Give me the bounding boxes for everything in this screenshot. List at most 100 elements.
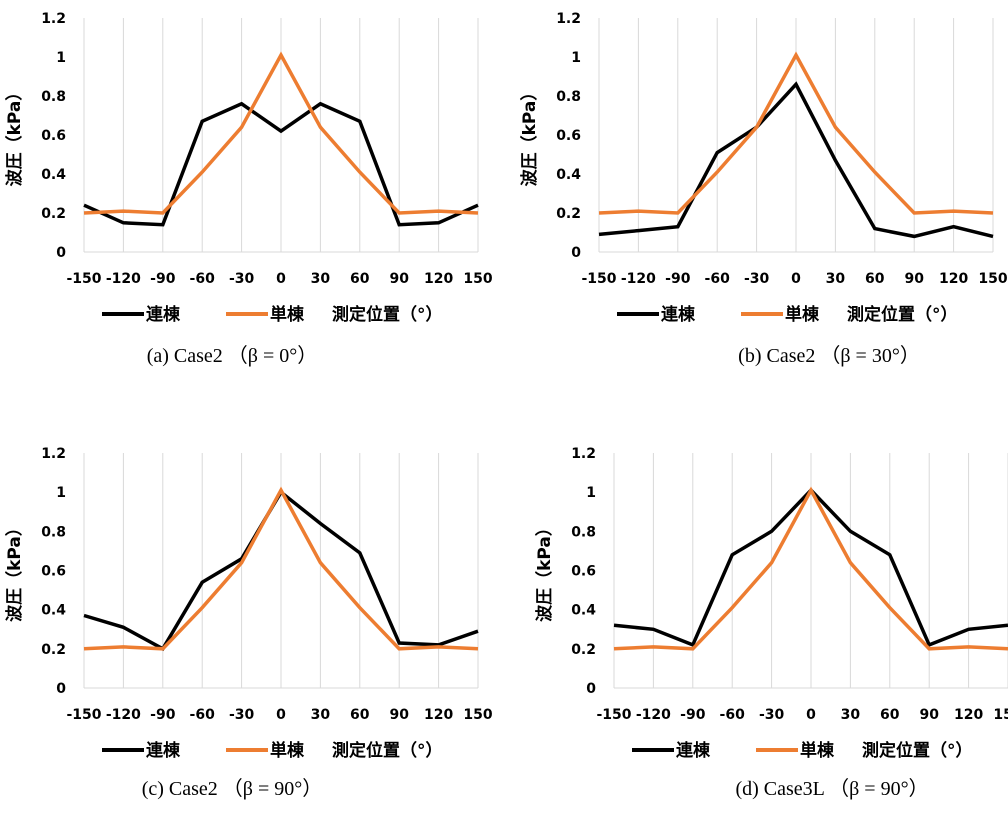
x-tick-label: 0 (276, 707, 286, 723)
y-tick-label: 0.2 (556, 206, 581, 222)
x-tick-label: -120 (621, 271, 656, 287)
y-tick-label: 0.2 (41, 206, 66, 222)
legend-label-1: 単棟 (270, 304, 305, 325)
y-tick-label: 1 (571, 50, 581, 66)
x-tick-label: -60 (190, 707, 216, 723)
x-tick-label: -150 (66, 707, 101, 723)
legend-label-0: 連棟 (661, 304, 696, 325)
x-tick-label: 0 (806, 707, 816, 723)
y-axis-label: 波圧（kPa） (519, 84, 540, 187)
x-tick-label: 30 (841, 707, 861, 723)
x-tick-label: -90 (680, 707, 706, 723)
y-tick-label: 0 (56, 681, 66, 697)
x-tick-label: 120 (424, 707, 453, 723)
y-tick-label: 0 (56, 245, 66, 261)
x-tick-label: 60 (865, 271, 885, 287)
x-tick-label: 30 (311, 271, 331, 287)
x-tick-label: -120 (106, 707, 141, 723)
y-tick-label: 1 (586, 485, 596, 501)
y-tick-label: 0.6 (571, 564, 596, 580)
y-tick-label: 0.6 (41, 564, 66, 580)
x-axis-label: 測定位置（°） (332, 304, 443, 325)
x-tick-label: -150 (581, 271, 616, 287)
legend-label-0: 連棟 (146, 304, 181, 325)
y-tick-label: 1 (56, 50, 66, 66)
x-axis-label: 測定位置（°） (847, 304, 958, 325)
legend-label-0: 連棟 (146, 740, 181, 761)
x-tick-label: 120 (954, 707, 983, 723)
panel-caption: (a) Case2 （β = 0°） (147, 344, 318, 367)
x-tick-label: -60 (705, 271, 731, 287)
y-tick-label: 0.2 (41, 642, 66, 658)
x-tick-label: 0 (276, 271, 286, 287)
y-tick-label: 1.2 (41, 446, 66, 462)
y-tick-label: 0 (586, 681, 596, 697)
legend: 連棟 単棟 (617, 304, 820, 325)
y-axis-label: 波圧（kPa） (4, 84, 25, 187)
legend-label-1: 単棟 (785, 304, 820, 325)
y-tick-label: 0.4 (571, 603, 596, 619)
x-tick-label: 60 (350, 271, 370, 287)
x-tick-label: -90 (150, 271, 176, 287)
chart-panel-2: 0 0.2 0.4 0.6 0.8 1 1.2 -150 -120 -90 -60 -30 0 30 60 9… (4, 446, 493, 800)
y-tick-label: 1.2 (556, 11, 581, 27)
x-tick-label: 90 (389, 707, 409, 723)
x-tick-label: -60 (190, 271, 216, 287)
legend-label-1: 単棟 (800, 740, 835, 761)
x-tick-label: -120 (636, 707, 671, 723)
y-tick-label: 0.2 (571, 642, 596, 658)
y-tick-label: 0.8 (556, 89, 581, 105)
x-tick-label: 90 (389, 271, 409, 287)
y-tick-label: 1 (56, 485, 66, 501)
y-tick-label: 0.8 (41, 524, 66, 540)
chart-panel-0: 0 0.2 0.4 0.6 0.8 1 1.2 -150 -120 -90 -60 -30 0 30 60 9… (4, 11, 493, 367)
x-axis-label: 測定位置（°） (332, 740, 443, 761)
x-tick-label: 120 (424, 271, 453, 287)
legend-label-0: 連棟 (676, 740, 711, 761)
y-tick-label: 0 (571, 245, 581, 261)
x-tick-label: 150 (463, 271, 492, 287)
y-axis-label: 波圧（kPa） (534, 519, 555, 622)
y-tick-label: 1.2 (41, 11, 66, 27)
x-tick-label: 150 (463, 707, 492, 723)
x-tick-label: 60 (350, 707, 370, 723)
panel-caption: (b) Case2 （β = 30°） (738, 344, 920, 367)
x-tick-label: -30 (229, 707, 255, 723)
x-tick-label: -30 (229, 271, 255, 287)
x-tick-label: -60 (720, 707, 746, 723)
x-tick-label: 90 (904, 271, 924, 287)
series-line-0 (598, 81, 994, 239)
legend: 連棟 単棟 (102, 740, 305, 761)
y-tick-label: 0.4 (556, 167, 581, 183)
y-tick-label: 0.6 (556, 128, 581, 144)
x-tick-label: 150 (978, 271, 1007, 287)
x-tick-label: 30 (826, 271, 846, 287)
x-tick-label: 0 (791, 271, 801, 287)
legend-label-1: 単棟 (270, 740, 305, 761)
x-tick-label: 60 (880, 707, 900, 723)
x-tick-label: -150 (596, 707, 631, 723)
series-line-1 (83, 51, 479, 215)
series-line-1 (83, 486, 479, 651)
x-tick-label: -30 (744, 271, 770, 287)
x-tick-label: 90 (919, 707, 939, 723)
x-tick-label: -90 (150, 707, 176, 723)
x-tick-label: -150 (66, 271, 101, 287)
series-line-1 (598, 51, 994, 215)
x-tick-label: -30 (759, 707, 785, 723)
y-tick-label: 0.4 (41, 603, 66, 619)
series-line-0 (83, 101, 479, 227)
y-tick-label: 0.8 (41, 89, 66, 105)
x-tick-label: 30 (311, 707, 331, 723)
panel-caption: (d) Case3L （β = 90°） (735, 777, 928, 800)
chart-panel-1: 0 0.2 0.4 0.6 0.8 1 1.2 -150 -120 -90 -60 -30 0 30 60 9… (519, 11, 1008, 367)
x-tick-label: -120 (106, 271, 141, 287)
x-tick-label: 150 (993, 707, 1008, 723)
series-line-1 (613, 486, 1008, 651)
y-tick-label: 0.8 (571, 524, 596, 540)
y-tick-label: 0.6 (41, 128, 66, 144)
panel-caption: (c) Case2 （β = 90°） (142, 777, 323, 800)
y-axis-label: 波圧（kPa） (4, 519, 25, 622)
y-tick-label: 1.2 (571, 446, 596, 462)
